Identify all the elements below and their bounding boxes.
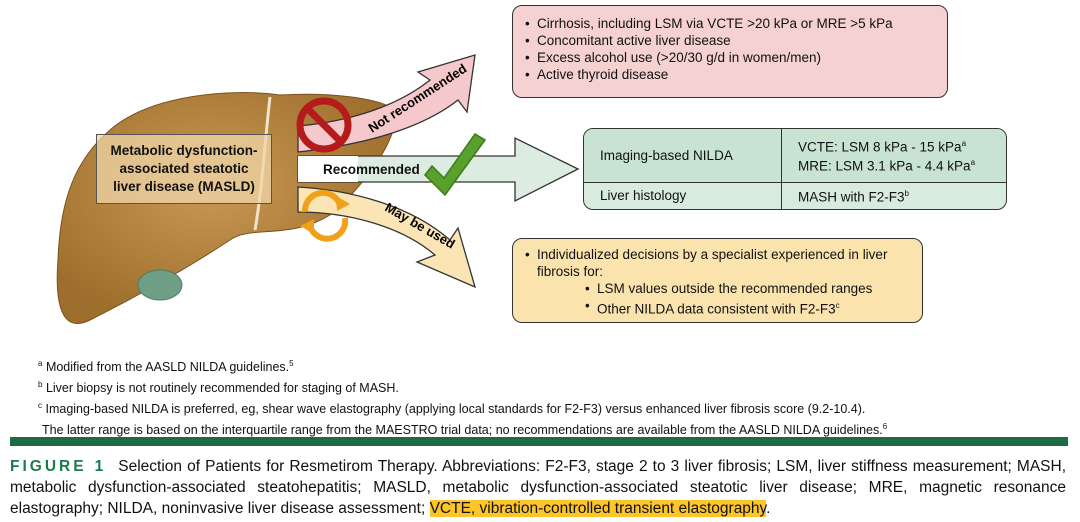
- list-item: Other NILDA data consistent with F2-F3c: [583, 297, 912, 318]
- caption-text: Selection of Patients for Resmetirom The…: [10, 458, 1067, 517]
- footnote: The latter range is based on the interqu…: [42, 422, 888, 438]
- value-text: MASH with F2-F3: [798, 189, 905, 205]
- table-row: Imaging-based NILDA VCTE: LSM 8 kPa - 15…: [584, 129, 1006, 183]
- footnote-mark: b: [904, 189, 909, 199]
- footnote-mark: a: [961, 138, 967, 148]
- footnote: b Liver biopsy is not routinely recommen…: [38, 380, 399, 396]
- may-be-used-arrow: [297, 186, 477, 289]
- gallbladder: [137, 269, 183, 301]
- row-label: Liver histology: [584, 181, 782, 209]
- footnote-mark: a: [970, 158, 976, 168]
- table-row: Liver histology MASH with F2-F3b: [584, 181, 1006, 209]
- list-item: Individualized decisions by a specialist…: [523, 246, 912, 280]
- footnote: c Imaging-based NILDA is preferred, eg, …: [38, 401, 866, 417]
- may-be-used-box: Individualized decisions by a specialist…: [512, 238, 923, 323]
- highlighted-text: VCTE, vibration-controlled transient ela…: [429, 500, 767, 517]
- list-item: Concomitant active liver disease: [523, 32, 937, 49]
- list-item: Excess alcohol use (>20/30 g/d in women/…: [523, 49, 937, 66]
- masld-line: Metabolic dysfunction-: [110, 143, 258, 158]
- row-value: VCTE: LSM 8 kPa - 15 kPaa MRE: LSM 3.1 k…: [781, 129, 1006, 183]
- checkmark-icon: [424, 132, 487, 197]
- not-recommended-arrow: [297, 54, 476, 153]
- list-item: LSM values outside the recommended range…: [583, 280, 912, 297]
- value-text: MRE: LSM 3.1 kPa - 4.4 kPa: [798, 158, 971, 174]
- figure-label: FIGURE 1: [10, 458, 107, 475]
- recommended-table: Imaging-based NILDA VCTE: LSM 8 kPa - 15…: [583, 128, 1007, 210]
- prohibited-icon: [296, 97, 352, 153]
- value-text: VCTE: LSM 8 kPa - 15 kPa: [798, 139, 962, 155]
- masld-line: liver disease (MASLD): [113, 179, 255, 194]
- caption-end: .: [766, 500, 771, 517]
- masld-label-box: Metabolic dysfunction- associated steato…: [96, 134, 272, 204]
- masld-line: associated steatotic: [119, 161, 249, 176]
- footnotes: a Modified from the AASLD NILDA guidelin…: [38, 355, 887, 440]
- row-value: MASH with F2-F3b: [781, 181, 1006, 209]
- arrow-label-recommended: Recommended: [323, 162, 420, 177]
- footnote: a Modified from the AASLD NILDA guidelin…: [38, 359, 294, 375]
- divider-bar: [10, 437, 1068, 446]
- not-recommended-box: Cirrhosis, including LSM via VCTE >20 kP…: [512, 5, 948, 98]
- footnote-mark: c: [835, 301, 840, 310]
- figure-caption: FIGURE 1 Selection of Patients for Resmet…: [10, 456, 1066, 519]
- list-item: Active thyroid disease: [523, 66, 937, 83]
- row-label: Imaging-based NILDA: [584, 129, 782, 183]
- list-item: Cirrhosis, including LSM via VCTE >20 kP…: [523, 15, 937, 32]
